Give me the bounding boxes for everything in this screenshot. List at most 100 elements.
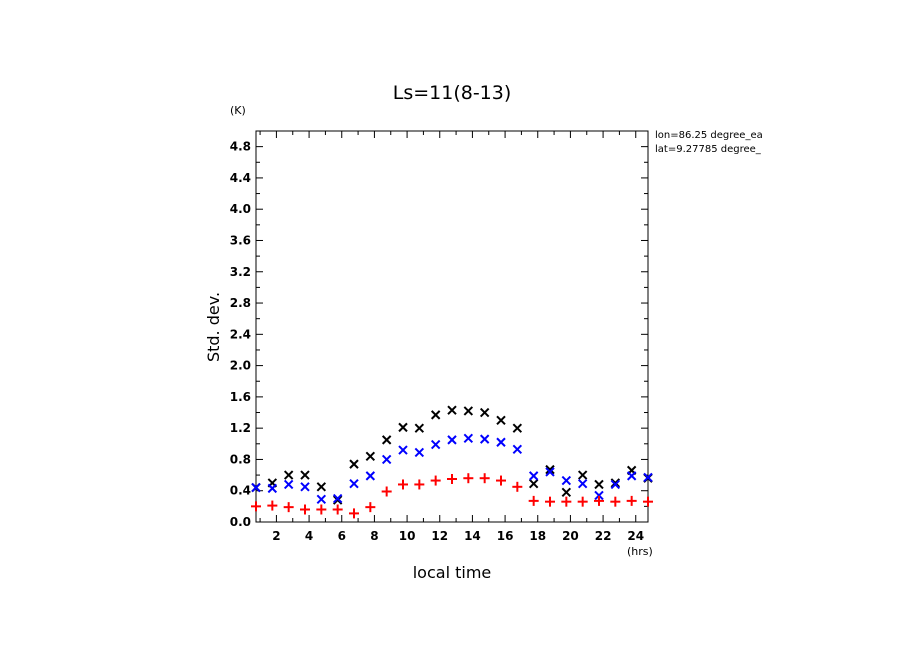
y-tick-label: 4.8	[230, 140, 251, 154]
data-point-series-1	[577, 470, 588, 480]
data-point-series-2	[626, 471, 637, 481]
data-point-series-2	[349, 478, 359, 489]
data-point-series-3	[545, 496, 555, 507]
x-tick-label: 8	[370, 529, 378, 543]
data-point-series-2	[610, 479, 621, 490]
y-tick-label: 3.2	[230, 265, 251, 279]
data-point-series-3	[300, 504, 310, 515]
data-point-series-1	[545, 464, 555, 475]
x-unit-label: (hrs)	[627, 545, 653, 558]
data-point-series-2	[414, 447, 425, 458]
data-point-series-3	[528, 495, 539, 506]
x-tick-label: 18	[529, 529, 546, 543]
data-point-series-1	[332, 495, 343, 505]
x-tick-label: 22	[595, 529, 612, 543]
data-point-series-3	[316, 504, 327, 515]
data-point-series-2	[332, 493, 343, 504]
x-axis-label: local time	[413, 563, 492, 582]
marks-layer	[251, 405, 653, 519]
data-point-series-2	[479, 434, 490, 444]
y-tick-label: 2.4	[230, 327, 251, 341]
data-point-series-3	[512, 481, 523, 492]
chart-title: Ls=11(8-13)	[393, 82, 512, 104]
y-tick-label: 1.6	[230, 390, 251, 404]
data-point-series-1	[414, 423, 425, 433]
data-point-series-1	[594, 479, 604, 490]
data-point-series-1	[463, 406, 474, 416]
data-point-series-3	[381, 486, 392, 497]
data-point-series-2	[430, 439, 441, 450]
y-unit-label: (K)	[230, 104, 246, 117]
data-point-series-2	[267, 483, 278, 494]
data-point-series-1	[528, 478, 539, 489]
data-point-series-2	[643, 472, 653, 483]
data-point-series-2	[496, 437, 506, 447]
x-tick-label: 14	[464, 529, 481, 543]
data-point-series-3	[463, 473, 474, 484]
data-point-series-2	[528, 471, 539, 481]
data-point-series-3	[414, 479, 425, 490]
data-point-series-2	[594, 490, 604, 501]
y-tick-label: 0.0	[230, 515, 251, 529]
data-point-series-2	[365, 471, 376, 481]
data-point-series-1	[496, 415, 506, 426]
y-tick-label: 4.4	[230, 171, 251, 185]
data-point-series-1	[447, 405, 457, 415]
data-point-series-1	[610, 478, 621, 488]
data-point-series-3	[577, 496, 588, 507]
x-tick-label: 2	[272, 529, 280, 543]
data-point-series-3	[365, 502, 376, 513]
y-tick-label: 0.4	[230, 484, 251, 498]
data-point-series-3	[594, 495, 604, 506]
data-point-series-3	[349, 508, 359, 519]
y-tick-label: 3.6	[230, 233, 251, 247]
plot-frame	[255, 130, 649, 523]
x-tick-label: 16	[497, 529, 514, 543]
data-point-series-2	[398, 445, 408, 455]
data-point-series-2	[283, 479, 294, 490]
data-point-series-1	[512, 423, 523, 433]
data-point-series-3	[283, 502, 294, 513]
data-point-series-3	[430, 475, 441, 486]
data-point-series-1	[561, 487, 572, 497]
data-point-series-1	[283, 470, 294, 480]
y-tick-label: 2.0	[230, 359, 251, 373]
x-tick-label: 20	[562, 529, 579, 543]
x-tick-label: 10	[399, 529, 416, 543]
data-point-series-2	[512, 444, 523, 454]
x-tick-label: 24	[627, 529, 644, 543]
data-point-series-3	[447, 473, 457, 484]
data-point-series-1	[349, 459, 359, 469]
data-point-series-1	[381, 435, 392, 445]
data-point-series-2	[577, 478, 588, 489]
lat-annotation: lat=9.27785 degree_	[655, 144, 762, 155]
data-point-series-3	[267, 500, 278, 511]
data-point-series-1	[365, 451, 376, 462]
y-tick-label: 2.8	[230, 296, 251, 310]
data-point-series-3	[610, 496, 621, 507]
data-point-series-1	[398, 422, 408, 433]
y-axis-label: Std. dev.	[204, 292, 223, 362]
data-point-series-2	[300, 482, 310, 492]
data-point-series-3	[332, 504, 343, 515]
x-tick-label: 6	[338, 529, 346, 543]
data-point-series-3	[496, 475, 506, 486]
data-point-series-1	[479, 407, 490, 418]
data-point-series-3	[561, 496, 572, 507]
lon-annotation: lon=86.25 degree_ea	[655, 130, 763, 141]
data-point-series-3	[251, 501, 261, 512]
y-tick-label: 0.8	[230, 452, 251, 466]
data-point-series-1	[430, 410, 441, 420]
data-point-series-2	[447, 435, 457, 445]
y-tick-label: 4.0	[230, 202, 251, 216]
data-point-series-2	[316, 494, 327, 505]
data-point-series-2	[381, 454, 392, 465]
data-point-series-2	[545, 467, 555, 477]
data-point-series-2	[463, 433, 474, 444]
data-point-series-3	[479, 473, 490, 484]
data-point-series-1	[300, 470, 310, 480]
data-point-series-1	[316, 482, 327, 492]
data-point-series-2	[561, 475, 572, 486]
ticks-layer: 0.0 0.4 0.8 1.2 1.6 2.0 2.4 2.8 3.2 3.6 4.0 4.4 4.8 2…	[230, 131, 648, 543]
